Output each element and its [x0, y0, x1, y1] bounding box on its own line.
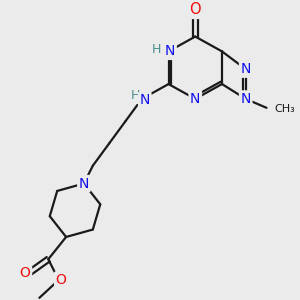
Text: N: N: [140, 93, 150, 107]
Text: H: H: [131, 89, 141, 102]
Text: N: N: [79, 176, 89, 190]
Text: H: H: [152, 43, 161, 56]
Text: O: O: [20, 266, 31, 280]
Text: N: N: [241, 92, 251, 106]
Text: O: O: [56, 273, 67, 287]
Text: N: N: [190, 92, 200, 106]
Text: O: O: [189, 2, 201, 17]
Text: N: N: [241, 62, 251, 76]
Text: N: N: [165, 44, 175, 58]
Text: CH₃: CH₃: [274, 104, 295, 114]
